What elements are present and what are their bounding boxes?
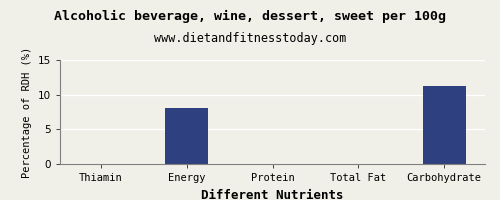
X-axis label: Different Nutrients: Different Nutrients: [201, 189, 344, 200]
Y-axis label: Percentage of RDH (%): Percentage of RDH (%): [22, 46, 32, 178]
Bar: [423, 86, 466, 164]
Text: Alcoholic beverage, wine, dessert, sweet per 100g: Alcoholic beverage, wine, dessert, sweet…: [54, 10, 446, 23]
Text: www.dietandfitnesstoday.com: www.dietandfitnesstoday.com: [154, 32, 346, 45]
Bar: [165, 108, 208, 164]
